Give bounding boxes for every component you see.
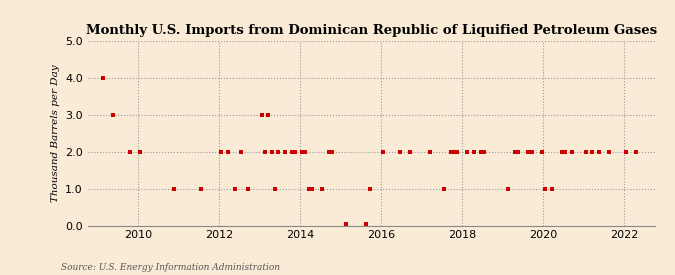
Point [107,113,119,117]
Point [97,76,108,80]
Point [286,150,297,154]
Point [462,150,472,154]
Point [222,150,234,154]
Point [560,150,570,154]
Point [502,186,513,191]
Point [340,221,351,226]
Point [394,150,405,154]
Point [448,150,459,154]
Point [290,150,301,154]
Point [425,150,436,154]
Point [468,150,479,154]
Point [327,150,338,154]
Point [317,186,328,191]
Point [446,150,456,154]
Point [259,150,270,154]
Point [439,186,450,191]
Point [452,150,463,154]
Point [556,150,567,154]
Point [364,186,375,191]
Point [630,150,641,154]
Point [378,150,389,154]
Point [273,150,284,154]
Point [296,150,307,154]
Point [229,186,240,191]
Point [587,150,598,154]
Point [306,186,317,191]
Point [269,186,281,191]
Point [580,150,591,154]
Point [522,150,533,154]
Title: Monthly U.S. Imports from Dominican Republic of Liquified Petroleum Gases: Monthly U.S. Imports from Dominican Repu… [86,24,657,37]
Point [536,150,547,154]
Point [266,150,277,154]
Point [603,150,614,154]
Point [513,150,524,154]
Point [134,150,146,154]
Point [475,150,486,154]
Y-axis label: Thousand Barrels per Day: Thousand Barrels per Day [51,65,59,202]
Point [540,186,551,191]
Point [256,113,267,117]
Point [124,150,135,154]
Point [263,113,274,117]
Point [243,186,254,191]
Point [303,186,314,191]
Point [196,186,207,191]
Point [215,150,226,154]
Point [404,150,415,154]
Text: Source: U.S. Energy Information Administration: Source: U.S. Energy Information Administ… [61,263,279,272]
Point [169,186,180,191]
Point [594,150,605,154]
Point [566,150,577,154]
Point [360,221,371,226]
Point [621,150,632,154]
Point [236,150,247,154]
Point [324,150,335,154]
Point [479,150,489,154]
Point [279,150,290,154]
Point [300,150,310,154]
Point [526,150,537,154]
Point [547,186,558,191]
Point [509,150,520,154]
